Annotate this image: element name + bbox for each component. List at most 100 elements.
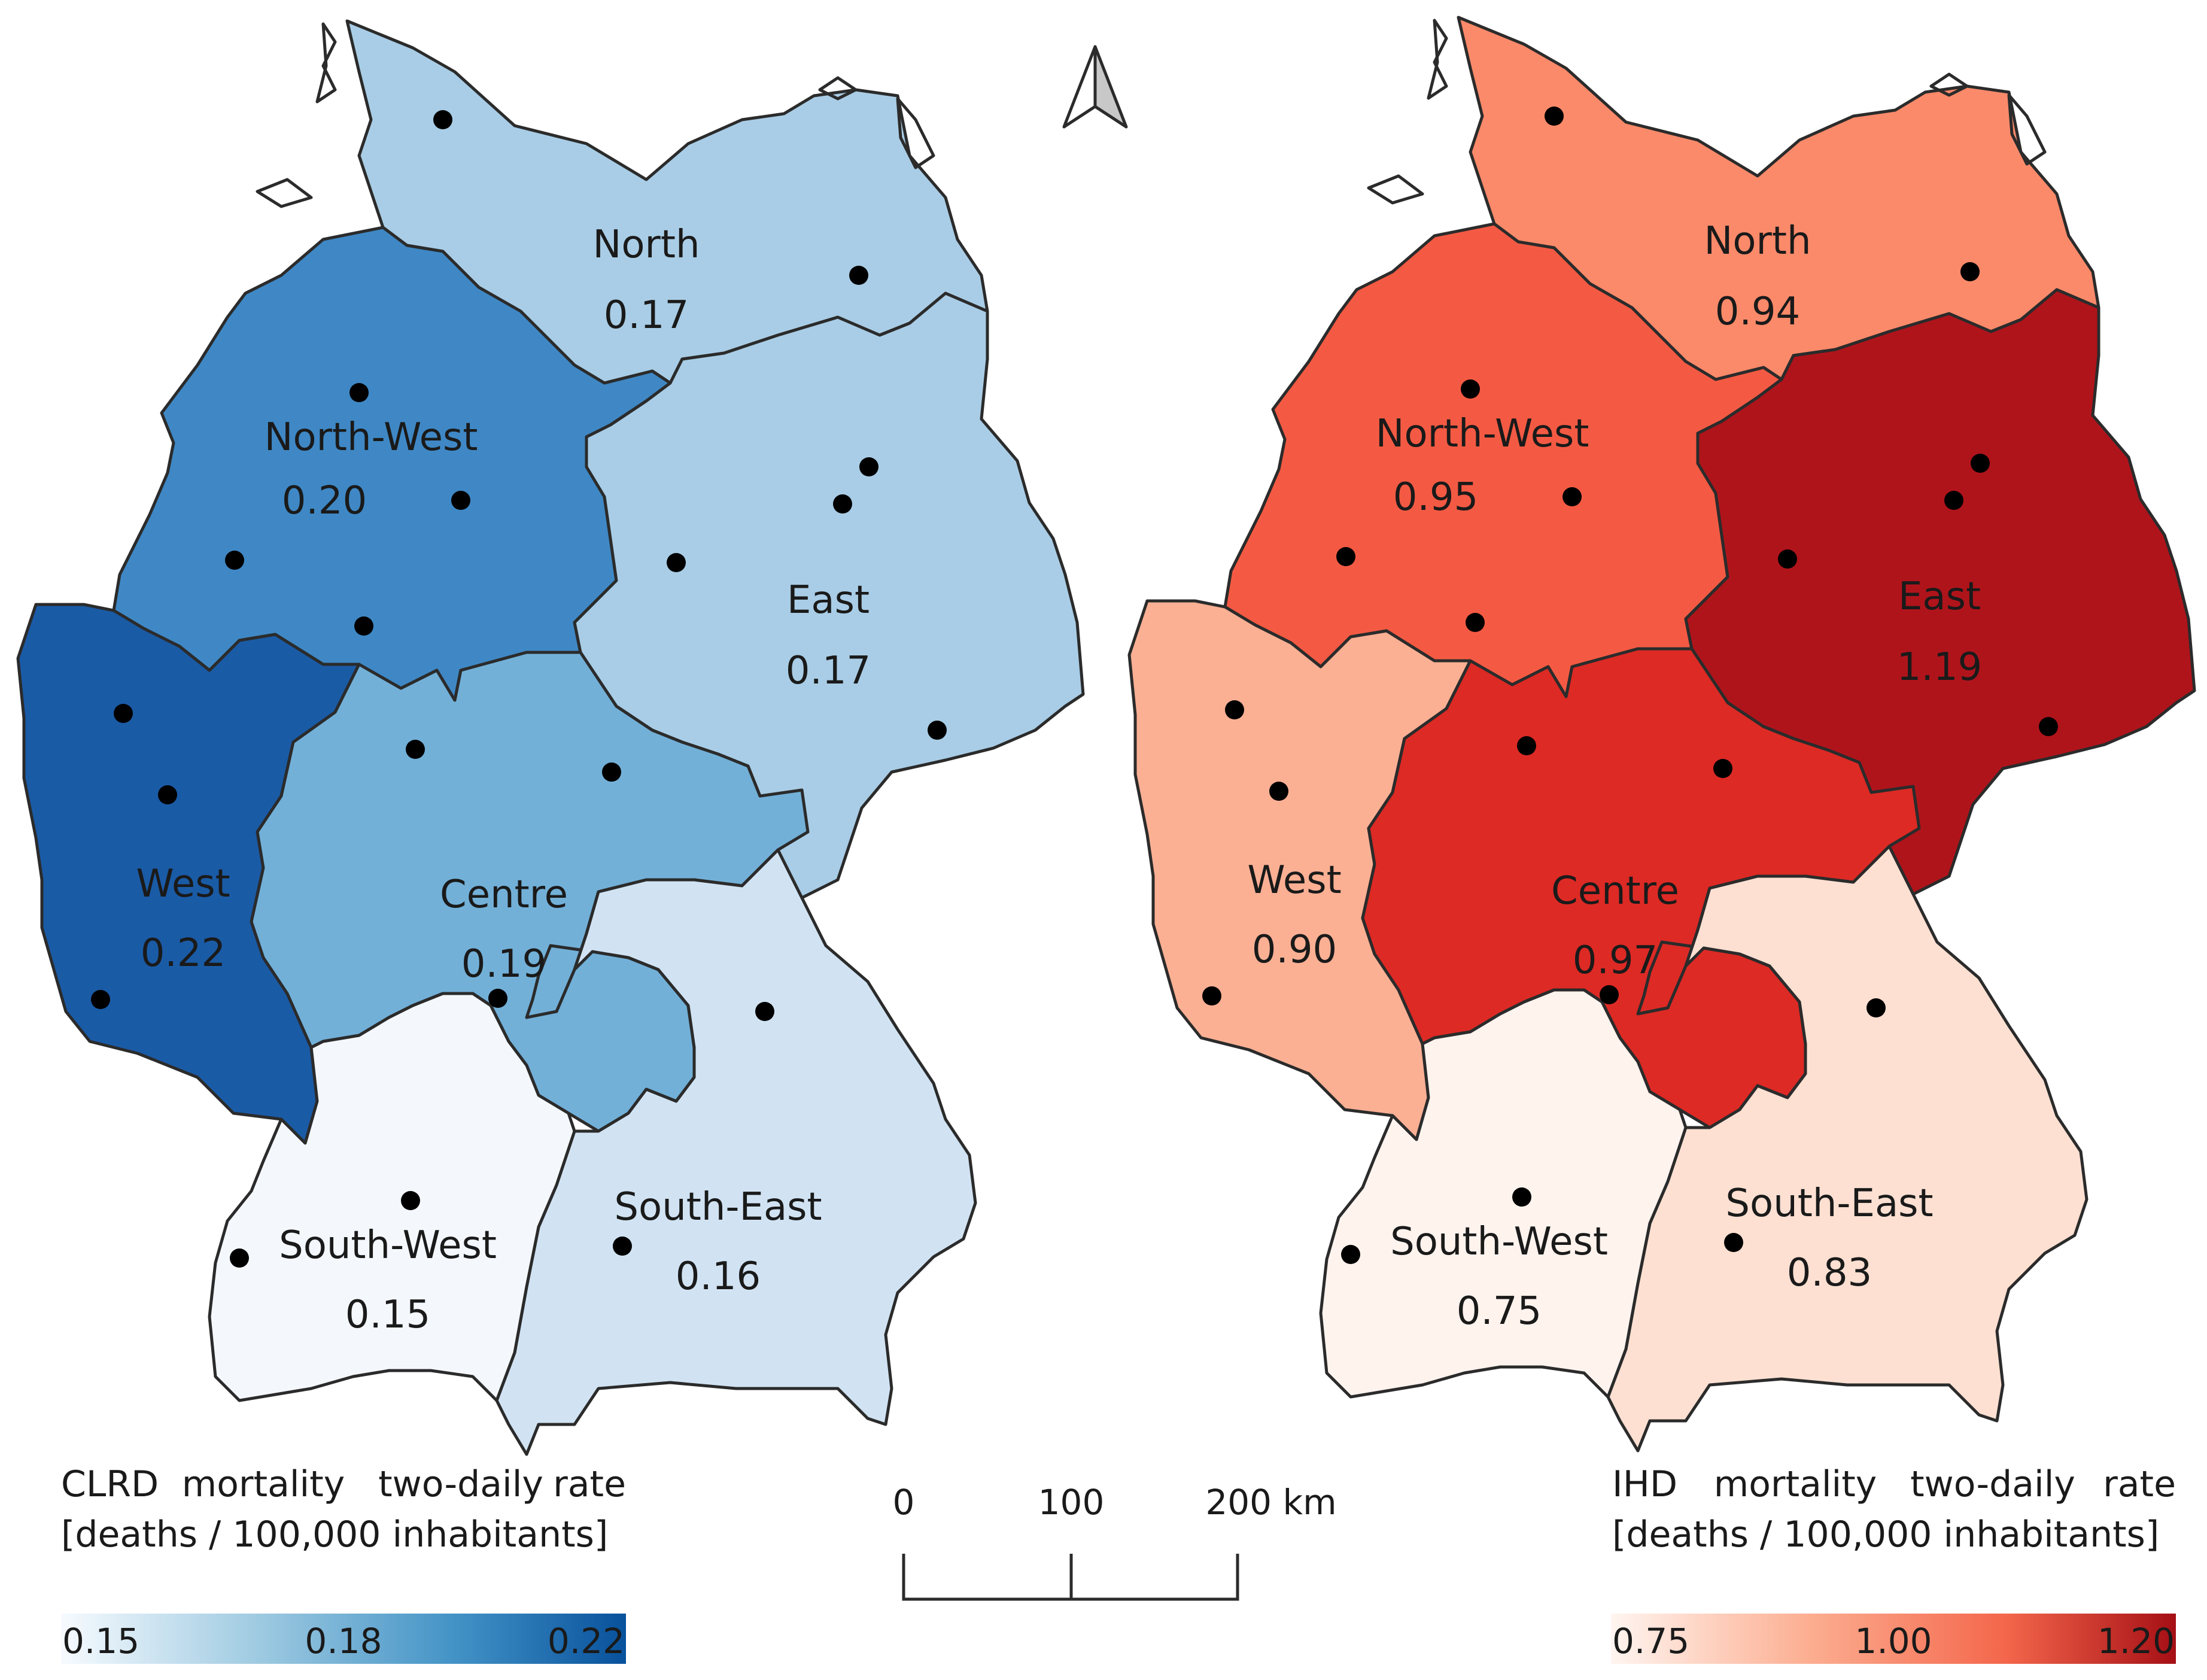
region-labels: North 0.17 North-West 0.20 East 0.17 Wes…	[136, 223, 871, 1337]
region-name: Centre	[1551, 869, 1679, 913]
legend-title-line2: [deaths / 100,000 inhabitants]	[1612, 1514, 2159, 1556]
region-name: Centre	[440, 873, 568, 917]
scale-tick: 100	[1038, 1482, 1105, 1523]
city-marker	[1971, 454, 1990, 473]
city-marker	[613, 1237, 632, 1256]
legend-title-word: IHD	[1612, 1463, 1677, 1505]
region-south-west	[1319, 988, 1688, 1399]
city-marker	[401, 1191, 420, 1210]
city-marker	[1562, 487, 1582, 506]
region-labels: North 0.94 North-West 0.95 East 1.19 Wes…	[1247, 219, 1982, 1333]
city-marker	[451, 491, 470, 510]
region-name: South-East	[1725, 1181, 1933, 1226]
city-marker	[1461, 379, 1480, 399]
city-marker	[1778, 549, 1797, 569]
coast-island	[1367, 174, 1424, 205]
city-marker	[602, 762, 621, 782]
region-name: North	[1704, 219, 1811, 263]
legend-title-word: mortality	[182, 1463, 345, 1505]
region-value: 0.17	[786, 649, 871, 693]
city-marker	[1336, 547, 1355, 566]
region-value: 0.90	[1252, 928, 1337, 972]
city-marker	[1545, 107, 1564, 126]
city-marker	[833, 494, 852, 514]
city-marker	[1202, 986, 1221, 1005]
city-marker	[433, 110, 452, 129]
legend-tick: 0.22	[548, 1621, 625, 1661]
city-marker	[1517, 736, 1536, 755]
north-arrow-icon	[1062, 45, 1128, 129]
city-marker	[667, 553, 686, 572]
scale-bar: 0 100 200 km	[893, 1482, 1337, 1601]
region-value: 0.19	[461, 942, 547, 986]
city-marker	[1512, 1187, 1531, 1207]
legend-title-word: two-daily	[1910, 1463, 2075, 1505]
legend-tick: 1.20	[2097, 1621, 2175, 1661]
region-name: North-West	[1376, 412, 1589, 456]
region-value: 0.83	[1787, 1251, 1872, 1295]
city-marker	[91, 990, 110, 1009]
coast-island	[2007, 93, 2047, 166]
city-marker	[2039, 717, 2058, 736]
legend-tick: 0.75	[1612, 1621, 1689, 1661]
city-marker	[1960, 262, 1980, 281]
city-marker	[849, 266, 868, 285]
region-value: 0.97	[1573, 938, 1658, 983]
region-name: South-West	[279, 1223, 497, 1268]
region-value: 0.75	[1457, 1289, 1542, 1333]
city-marker	[114, 704, 133, 723]
coast-island	[818, 76, 858, 101]
legend-clrd: CLRD mortality two-daily rate [deaths / …	[61, 1463, 626, 1664]
city-marker	[1713, 759, 1732, 778]
region-value: 0.22	[141, 931, 226, 976]
region-name: South-East	[614, 1185, 822, 1229]
city-marker	[1600, 985, 1619, 1004]
city-marker	[158, 785, 177, 804]
region-value: 0.15	[345, 1293, 431, 1337]
region-name: West	[1247, 858, 1341, 903]
region-value: 0.20	[282, 479, 367, 523]
city-marker	[1724, 1233, 1743, 1252]
region-east	[1684, 288, 2196, 896]
city-marker	[1341, 1245, 1360, 1264]
region-value: 1.19	[1897, 645, 1983, 689]
region-name: North-West	[265, 415, 478, 460]
region-value: 0.95	[1393, 475, 1479, 520]
region-south-east	[1606, 844, 2089, 1453]
legend-ihd: IHD mortality two-daily rate [deaths / 1…	[1611, 1463, 2176, 1664]
region-east	[573, 291, 1085, 900]
legend-tick: 0.15	[62, 1621, 139, 1661]
city-marker	[1269, 782, 1288, 801]
coast-island	[1427, 19, 1448, 100]
city-marker	[1466, 613, 1485, 632]
map-ihd: North 0.94 North-West 0.95 East 1.19 Wes…	[1127, 16, 2196, 1453]
region-name: North	[593, 223, 700, 267]
city-marker	[349, 383, 369, 402]
legend-colorbar	[1611, 1614, 2176, 1664]
city-marker	[488, 989, 507, 1008]
city-marker	[406, 740, 425, 759]
region-name: East	[787, 578, 870, 622]
region-value: 0.94	[1715, 290, 1801, 334]
scale-tick: 200 km	[1205, 1482, 1336, 1523]
coast-island	[256, 178, 313, 208]
city-marker	[1866, 998, 1886, 1017]
city-markers	[91, 110, 947, 1268]
legend-title-word: rate	[2103, 1463, 2176, 1505]
region-value: 0.16	[676, 1254, 761, 1299]
legend-tick: 0.18	[305, 1621, 382, 1661]
city-marker	[859, 457, 878, 476]
legend-tick: 1.00	[1855, 1621, 1932, 1661]
legend-title-word: CLRD	[61, 1463, 159, 1505]
city-marker	[1944, 491, 1963, 510]
region-south-west	[208, 992, 576, 1402]
region-south-east	[495, 848, 977, 1456]
city-marker	[225, 551, 244, 570]
scale-tick: 0	[893, 1482, 915, 1523]
region-name: West	[136, 862, 230, 906]
coast-island	[1929, 72, 1969, 97]
city-marker	[1225, 700, 1244, 719]
legend-colorbar	[61, 1614, 626, 1664]
legend-title-word: rate	[553, 1463, 626, 1505]
